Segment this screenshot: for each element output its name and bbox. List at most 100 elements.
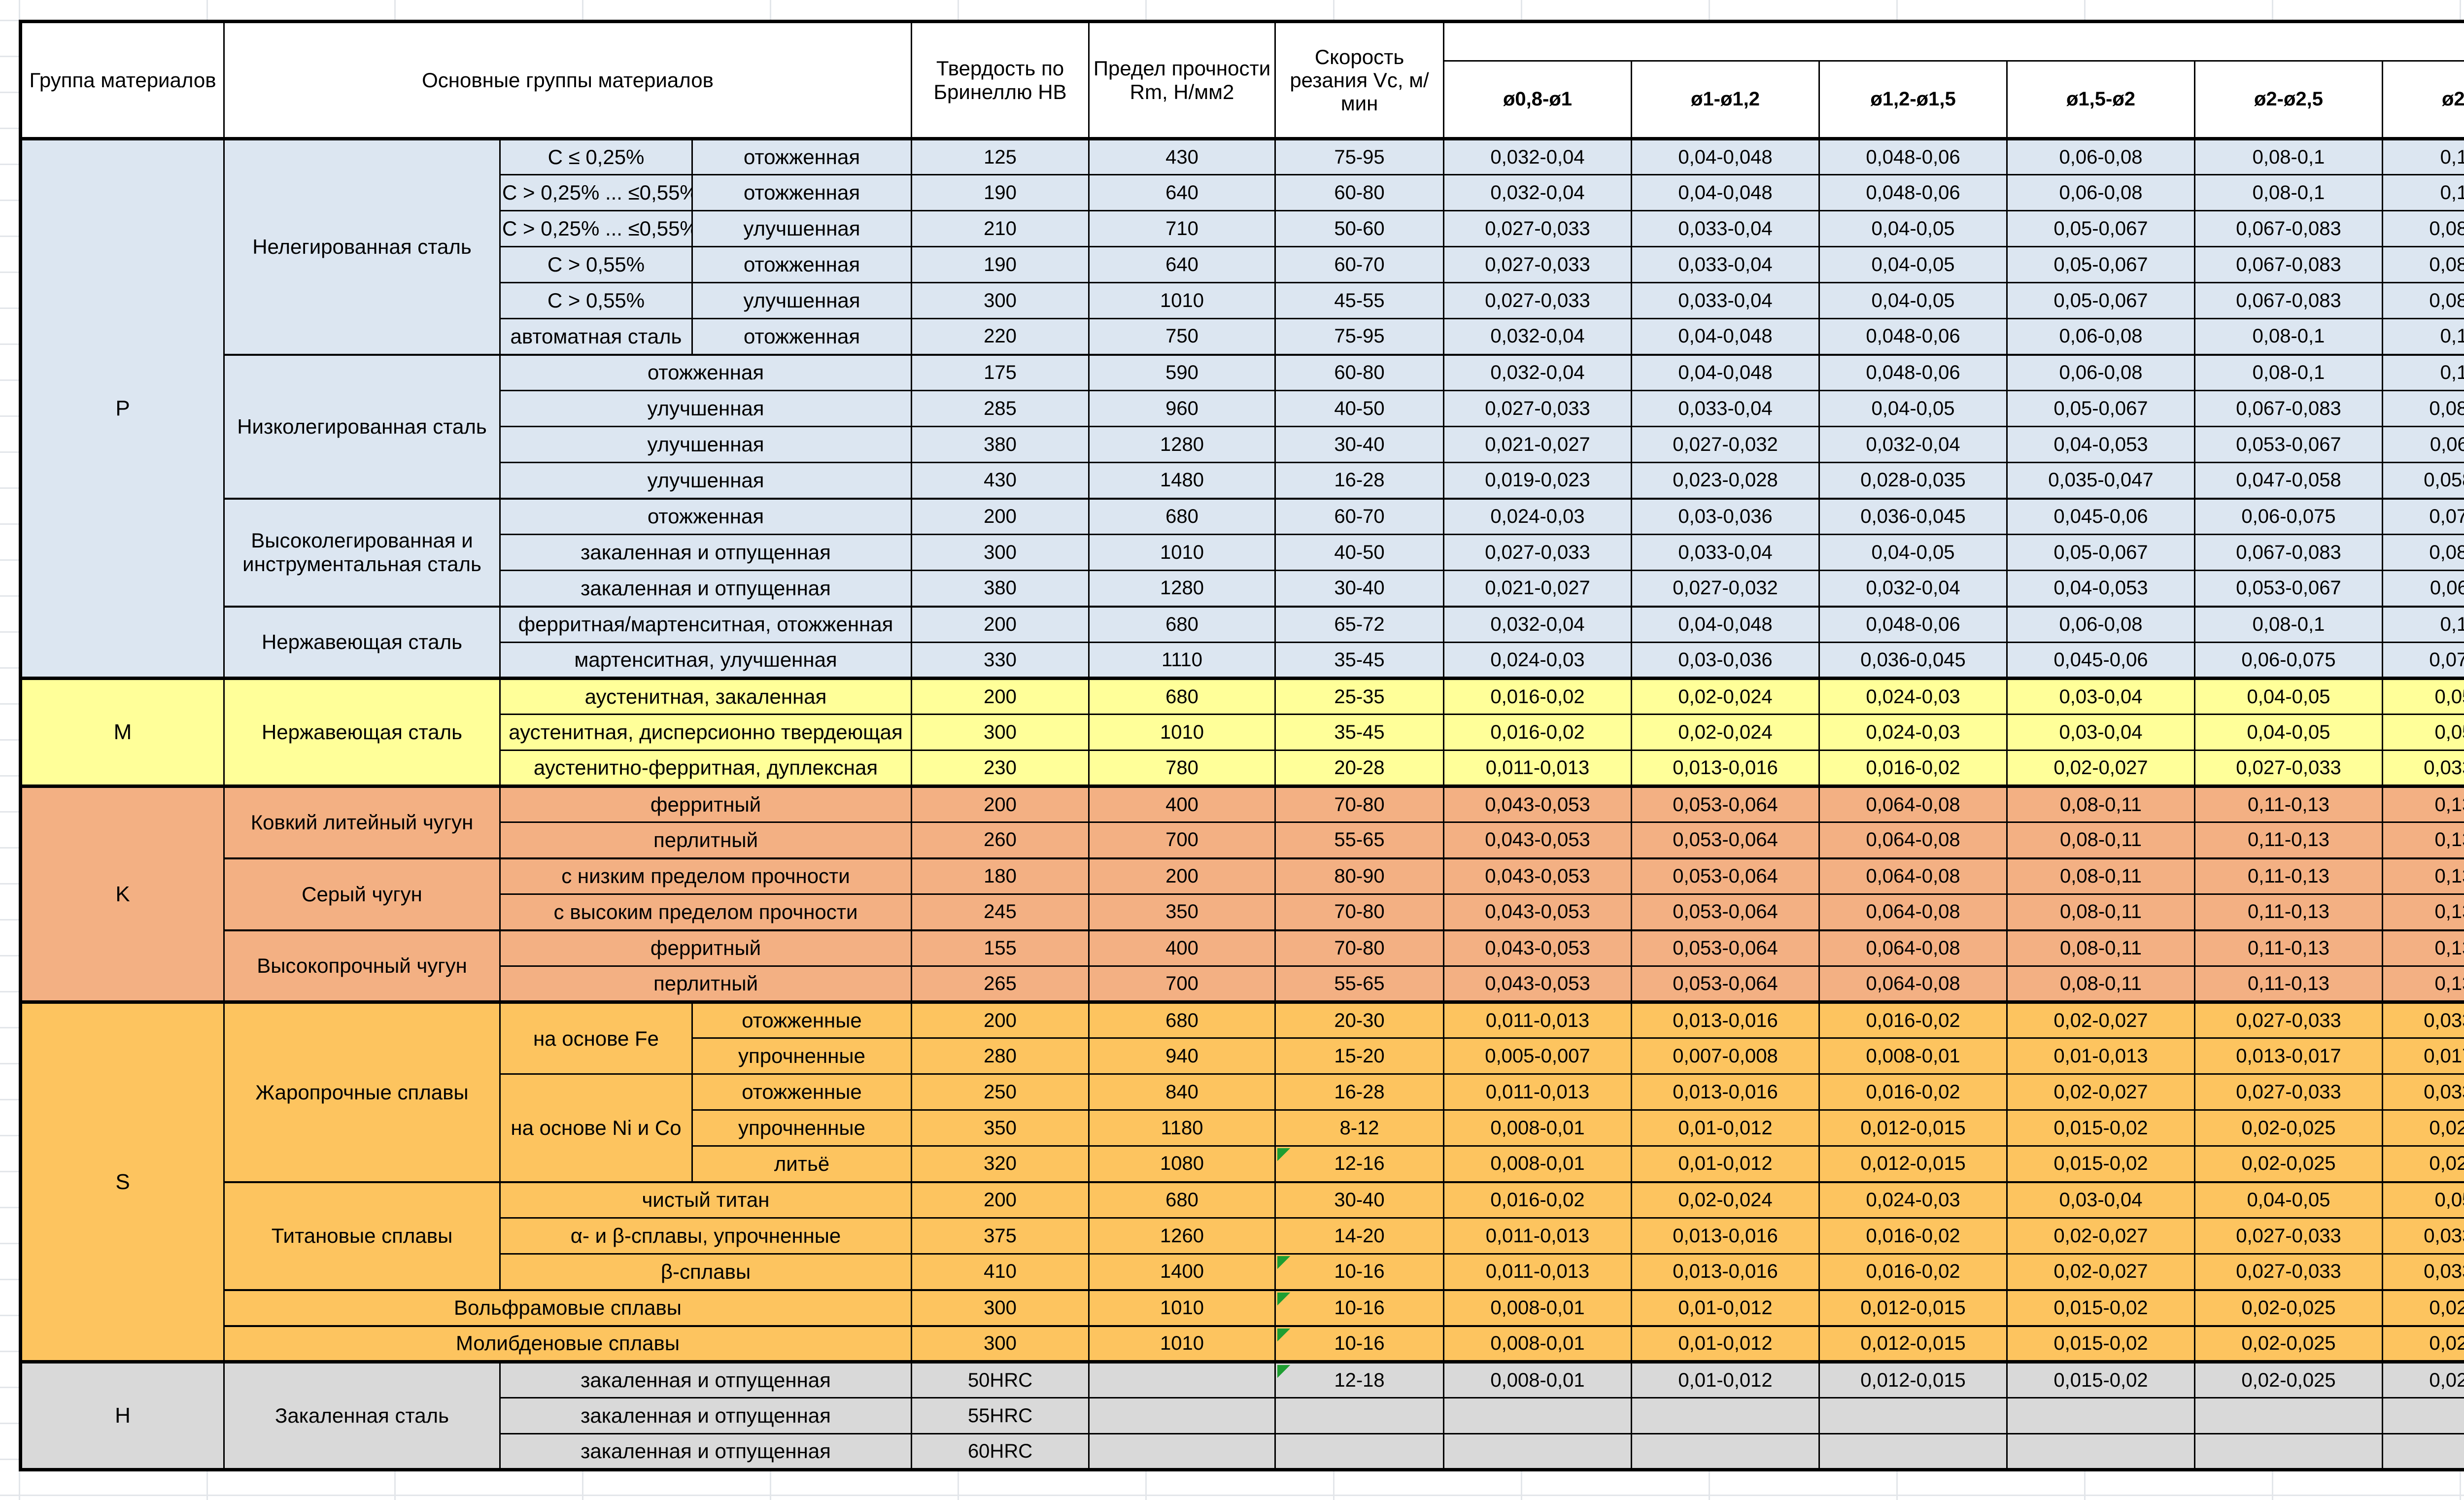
material-state-cell[interactable]: β-сплавы bbox=[499, 1253, 913, 1291]
hardness-cell[interactable]: 350 bbox=[911, 1109, 1090, 1147]
header-cutting-speed[interactable]: Скорость резания Vc, м/мин bbox=[1274, 21, 1445, 139]
header-diameter-3[interactable]: ø1,2-ø1,5 bbox=[1818, 60, 2008, 139]
feed-cell-2[interactable]: 0,04-0,048 bbox=[1631, 318, 1820, 355]
cutting-speed-cell[interactable]: 40-50 bbox=[1274, 390, 1445, 427]
feed-cell-6[interactable]: 0,13-0,21 bbox=[2382, 784, 2464, 823]
feed-cell-2[interactable]: 0,04-0,048 bbox=[1631, 174, 1820, 211]
material-family-cell[interactable]: Молибденовые сплавы bbox=[223, 1325, 913, 1363]
feed-cell-6[interactable]: 0,025-0,04 bbox=[2382, 1289, 2464, 1327]
feed-cell-1[interactable] bbox=[1443, 1397, 1633, 1434]
feed-cell-2[interactable]: 0,013-0,016 bbox=[1631, 1073, 1820, 1111]
feed-cell-6[interactable]: 0,083-0,13 bbox=[2382, 390, 2464, 427]
feed-cell-4[interactable]: 0,03-0,04 bbox=[2006, 714, 2196, 751]
cutting-speed-cell[interactable]: 12-18 bbox=[1274, 1360, 1445, 1398]
material-family-cell[interactable]: Высокопрочный чугун bbox=[223, 929, 501, 1003]
material-state-cell[interactable]: перлитный bbox=[499, 965, 913, 1003]
material-state-cell[interactable]: аустенитная, дисперсионно твердеющая bbox=[499, 714, 913, 751]
feed-cell-2[interactable]: 0,033-0,04 bbox=[1631, 534, 1820, 571]
feed-cell-4[interactable]: 0,02-0,027 bbox=[2006, 750, 2196, 787]
cutting-speed-cell[interactable]: 35-45 bbox=[1274, 642, 1445, 679]
hardness-cell[interactable]: 210 bbox=[911, 210, 1090, 247]
hardness-cell[interactable]: 410 bbox=[911, 1253, 1090, 1291]
feed-cell-2[interactable]: 0,03-0,036 bbox=[1631, 642, 1820, 679]
feed-cell-1[interactable]: 0,011-0,013 bbox=[1443, 1073, 1633, 1111]
cutting-speed-cell[interactable]: 20-30 bbox=[1274, 1000, 1445, 1039]
strength-cell[interactable]: 840 bbox=[1088, 1073, 1276, 1111]
strength-cell[interactable]: 200 bbox=[1088, 857, 1276, 895]
material-state-cell[interactable]: улучшенная bbox=[691, 210, 913, 247]
feed-cell-4[interactable]: 0,08-0,11 bbox=[2006, 965, 2196, 1003]
feed-cell-1[interactable]: 0,043-0,053 bbox=[1443, 821, 1633, 859]
feed-cell-3[interactable]: 0,028-0,035 bbox=[1818, 462, 2008, 499]
feed-cell-6[interactable]: 0,025-0,04 bbox=[2382, 1109, 2464, 1147]
feed-cell-2[interactable]: 0,033-0,04 bbox=[1631, 282, 1820, 319]
feed-cell-5[interactable]: 0,06-0,075 bbox=[2194, 497, 2384, 535]
feed-cell-1[interactable]: 0,016-0,02 bbox=[1443, 1181, 1633, 1219]
feed-cell-6[interactable]: 0,1-0,16 bbox=[2382, 137, 2464, 175]
material-state-cell[interactable]: отожженная bbox=[499, 353, 913, 391]
feed-cell-5[interactable] bbox=[2194, 1397, 2384, 1434]
feed-cell-5[interactable]: 0,11-0,13 bbox=[2194, 821, 2384, 859]
material-state-cell[interactable]: перлитный bbox=[499, 821, 913, 859]
cutting-speed-cell[interactable]: 30-40 bbox=[1274, 426, 1445, 463]
feed-cell-1[interactable]: 0,024-0,03 bbox=[1443, 642, 1633, 679]
feed-cell-3[interactable]: 0,016-0,02 bbox=[1818, 1217, 2008, 1255]
feed-cell-6[interactable]: 0,13-0,21 bbox=[2382, 857, 2464, 895]
cutting-speed-cell[interactable]: 80-90 bbox=[1274, 857, 1445, 895]
hardness-cell[interactable]: 200 bbox=[911, 497, 1090, 535]
strength-cell[interactable]: 400 bbox=[1088, 929, 1276, 967]
feed-cell-6[interactable]: 0,083-0,13 bbox=[2382, 246, 2464, 283]
material-state-cell[interactable]: отожженная bbox=[691, 137, 913, 175]
hardness-cell[interactable]: 230 bbox=[911, 750, 1090, 787]
feed-cell-1[interactable]: 0,043-0,053 bbox=[1443, 857, 1633, 895]
feed-cell-3[interactable]: 0,048-0,06 bbox=[1818, 174, 2008, 211]
feed-cell-1[interactable]: 0,019-0,023 bbox=[1443, 462, 1633, 499]
feed-cell-5[interactable]: 0,067-0,083 bbox=[2194, 390, 2384, 427]
feed-cell-1[interactable]: 0,016-0,02 bbox=[1443, 677, 1633, 715]
hardness-cell[interactable]: 430 bbox=[911, 462, 1090, 499]
cutting-speed-cell[interactable]: 25-35 bbox=[1274, 677, 1445, 715]
feed-cell-2[interactable]: 0,013-0,016 bbox=[1631, 1217, 1820, 1255]
group-letter-cell-S[interactable]: S bbox=[20, 1000, 225, 1363]
feed-cell-5[interactable] bbox=[2194, 1433, 2384, 1470]
material-family-cell[interactable]: Нержавеющая сталь bbox=[223, 677, 501, 787]
material-state-cell[interactable]: литьё bbox=[691, 1145, 913, 1183]
strength-cell[interactable]: 1280 bbox=[1088, 426, 1276, 463]
strength-cell[interactable]: 940 bbox=[1088, 1037, 1276, 1075]
header-brinell-hardness[interactable]: Твердость по Бринеллю HB bbox=[911, 21, 1090, 139]
feed-cell-5[interactable]: 0,04-0,05 bbox=[2194, 714, 2384, 751]
cutting-speed-cell[interactable]: 65-72 bbox=[1274, 605, 1445, 643]
feed-cell-3[interactable]: 0,048-0,06 bbox=[1818, 318, 2008, 355]
feed-cell-3[interactable]: 0,064-0,08 bbox=[1818, 821, 2008, 859]
feed-cell-5[interactable]: 0,047-0,058 bbox=[2194, 462, 2384, 499]
feed-cell-3[interactable]: 0,064-0,08 bbox=[1818, 965, 2008, 1003]
feed-cell-6[interactable]: 0,13-0,21 bbox=[2382, 893, 2464, 931]
hardness-cell[interactable]: 60HRC bbox=[911, 1433, 1090, 1470]
feed-cell-1[interactable]: 0,027-0,033 bbox=[1443, 246, 1633, 283]
feed-cell-6[interactable]: 0,067-0,11 bbox=[2382, 426, 2464, 463]
feed-cell-4[interactable]: 0,06-0,08 bbox=[2006, 318, 2196, 355]
hardness-cell[interactable]: 55HRC bbox=[911, 1397, 1090, 1434]
feed-cell-2[interactable]: 0,023-0,028 bbox=[1631, 462, 1820, 499]
header-diameter-5[interactable]: ø2-ø2,5 bbox=[2194, 60, 2384, 139]
feed-cell-6[interactable]: 0,083-0,13 bbox=[2382, 282, 2464, 319]
material-state-cell[interactable]: улучшенная bbox=[499, 426, 913, 463]
feed-cell-4[interactable]: 0,06-0,08 bbox=[2006, 174, 2196, 211]
hardness-cell[interactable]: 300 bbox=[911, 1289, 1090, 1327]
material-state-cell[interactable]: отожженная bbox=[691, 246, 913, 283]
strength-cell[interactable]: 640 bbox=[1088, 246, 1276, 283]
strength-cell[interactable]: 710 bbox=[1088, 210, 1276, 247]
header-tensile-strength[interactable]: Предел прочности Rm, Н/мм2 bbox=[1088, 21, 1276, 139]
feed-cell-4[interactable]: 0,015-0,02 bbox=[2006, 1325, 2196, 1363]
strength-cell[interactable]: 1480 bbox=[1088, 462, 1276, 499]
feed-cell-3[interactable]: 0,024-0,03 bbox=[1818, 1181, 2008, 1219]
feed-cell-5[interactable]: 0,11-0,13 bbox=[2194, 857, 2384, 895]
feed-cell-2[interactable]: 0,053-0,064 bbox=[1631, 784, 1820, 823]
feed-cell-6[interactable]: 0,13-0,21 bbox=[2382, 965, 2464, 1003]
feed-cell-5[interactable]: 0,04-0,05 bbox=[2194, 677, 2384, 715]
feed-cell-3[interactable]: 0,04-0,05 bbox=[1818, 534, 2008, 571]
strength-cell[interactable]: 680 bbox=[1088, 677, 1276, 715]
feed-cell-3[interactable]: 0,012-0,015 bbox=[1818, 1289, 2008, 1327]
hardness-cell[interactable]: 180 bbox=[911, 857, 1090, 895]
header-diameter-2[interactable]: ø1-ø1,2 bbox=[1631, 60, 1820, 139]
